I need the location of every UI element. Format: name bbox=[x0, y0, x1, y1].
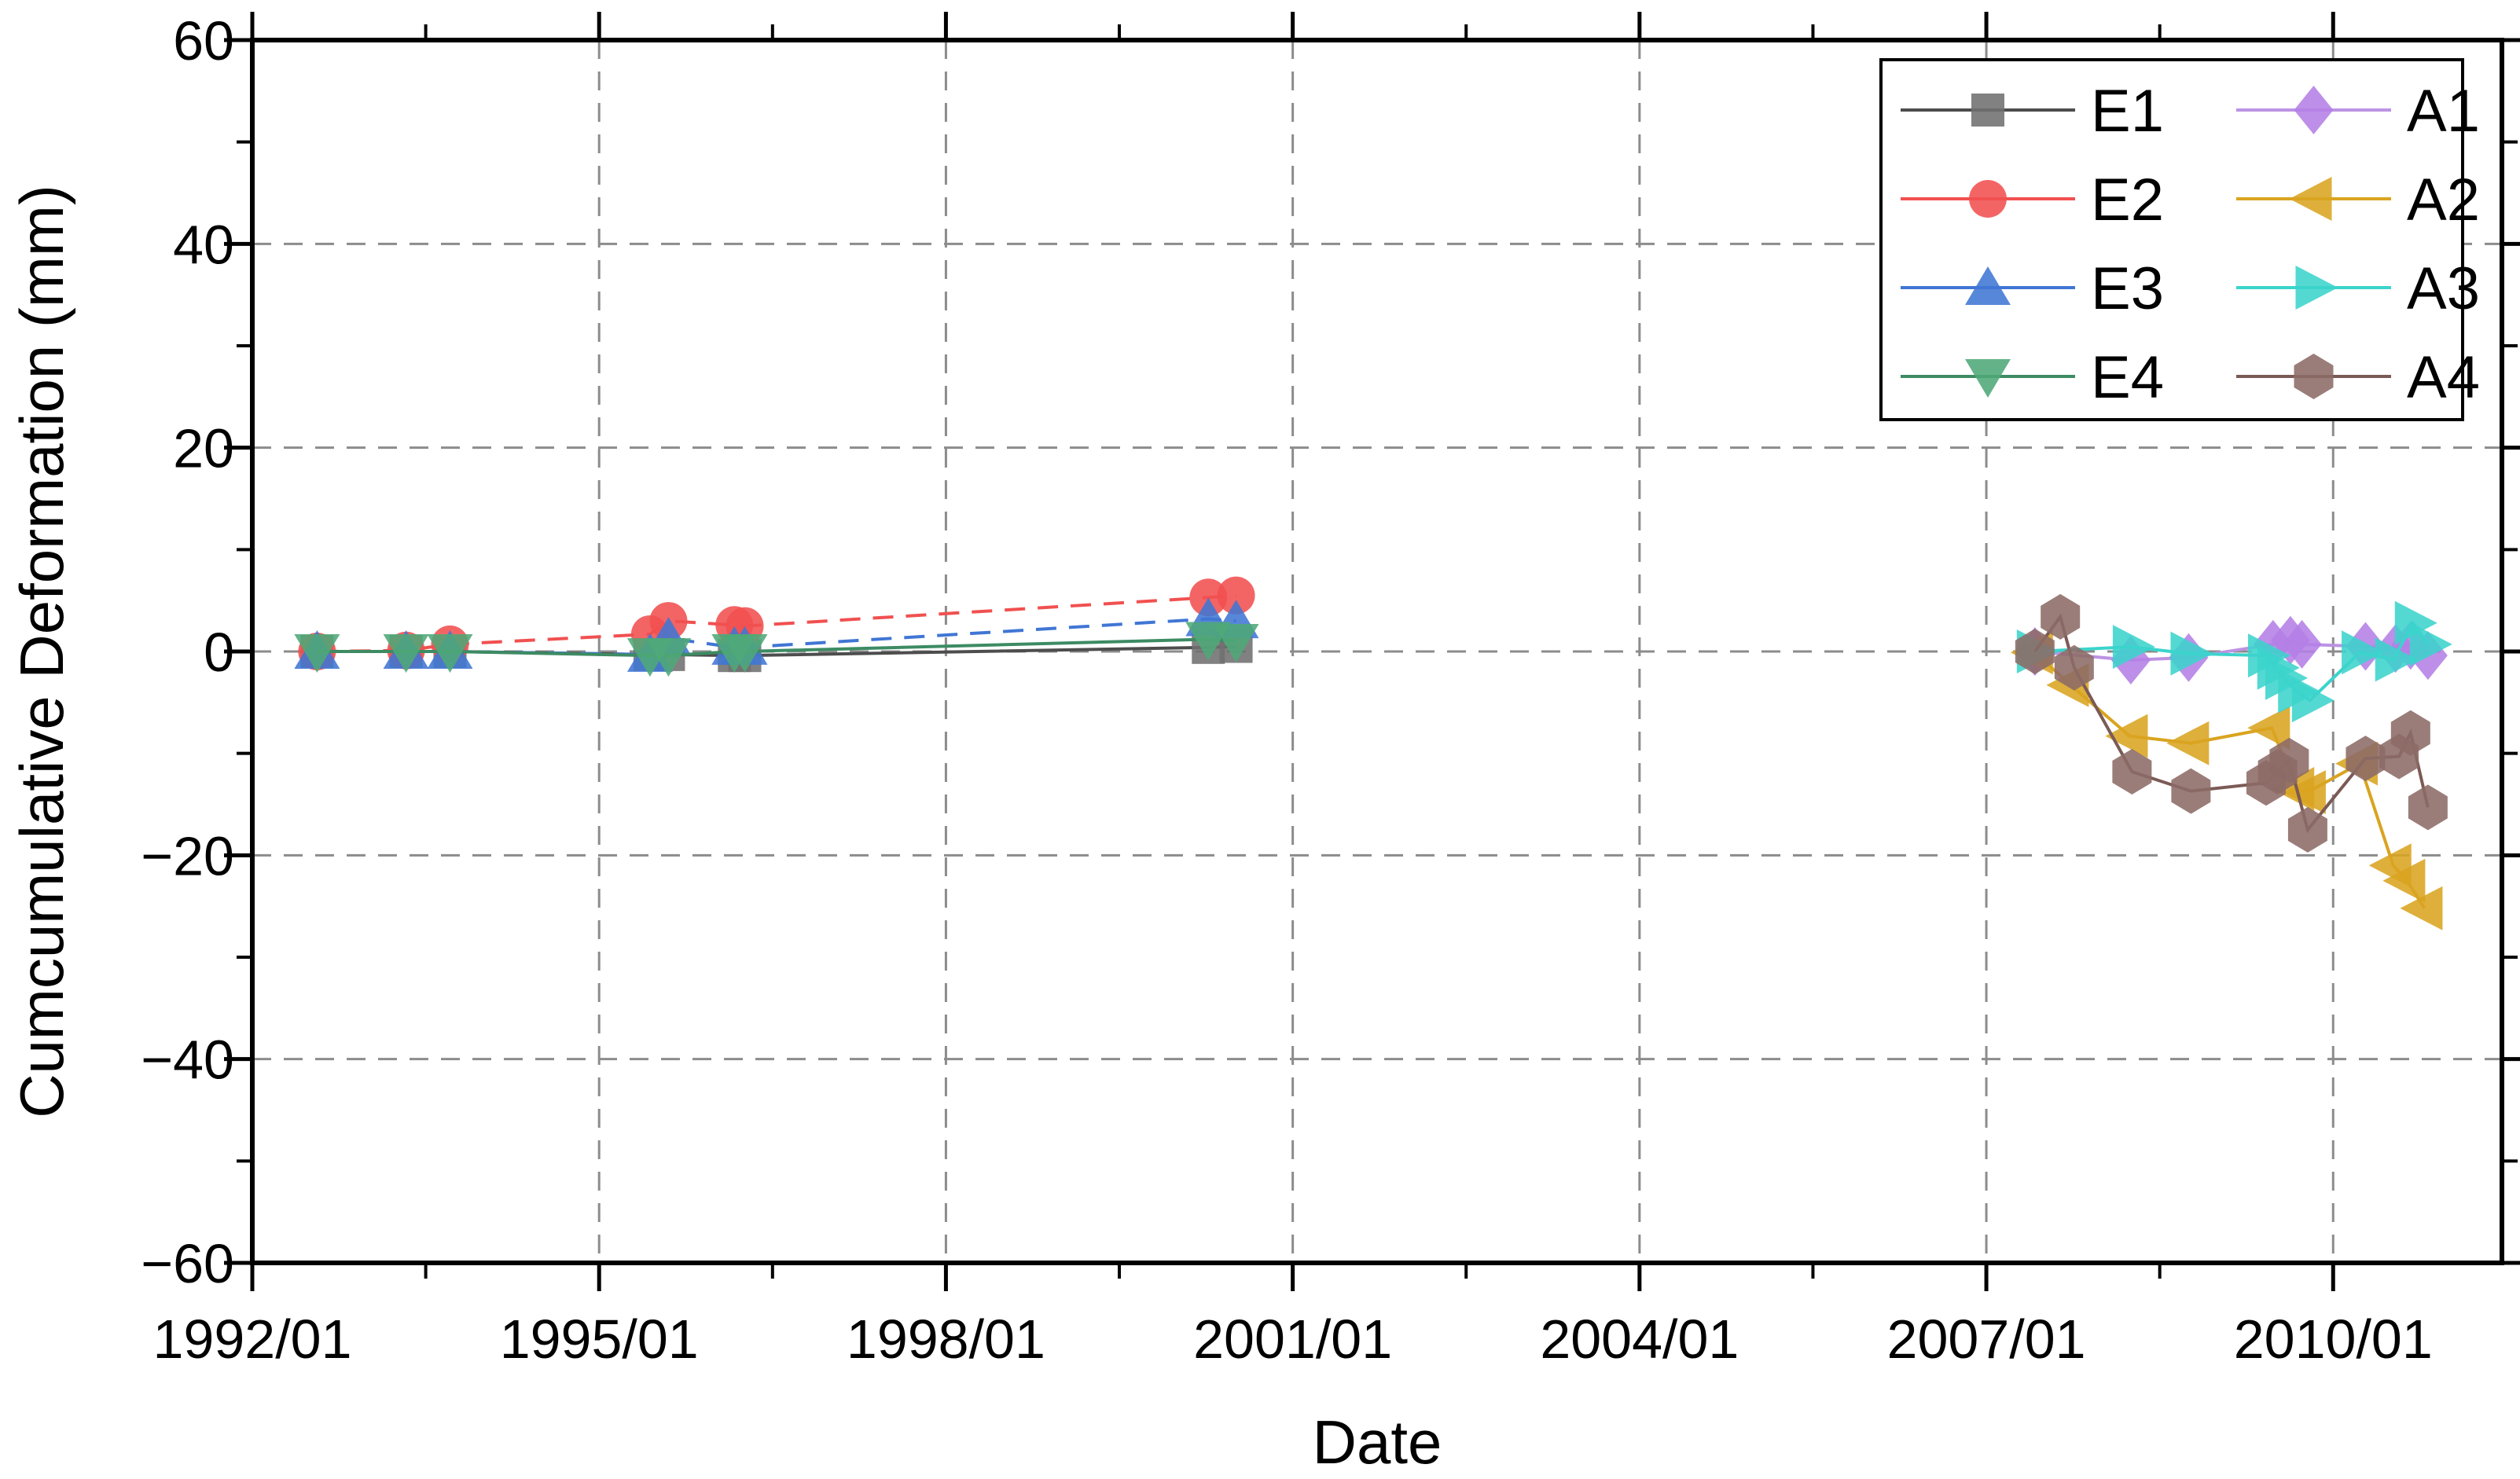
series-E4 bbox=[294, 622, 1259, 677]
x-tick-label: 2010/01 bbox=[2234, 1308, 2433, 1370]
legend-label: A4 bbox=[2407, 344, 2480, 411]
y-tick-label: −40 bbox=[141, 1029, 234, 1091]
marker bbox=[2382, 858, 2426, 903]
marker bbox=[1189, 578, 1228, 617]
marker bbox=[2112, 625, 2155, 670]
marker bbox=[2400, 886, 2443, 930]
data-series bbox=[294, 576, 2452, 930]
legend: E1 E2 E3 E4 A1 A2 A3 A4 bbox=[1879, 58, 2480, 421]
y-tick-label: 40 bbox=[173, 214, 234, 275]
marker bbox=[2282, 619, 2322, 669]
legend-label: E1 bbox=[2091, 78, 2164, 145]
legend-marker-triangle-down-icon bbox=[1965, 359, 2011, 398]
marker bbox=[2170, 631, 2213, 676]
marker bbox=[2394, 600, 2437, 645]
marker bbox=[2112, 749, 2152, 795]
legend-label: E2 bbox=[2091, 167, 2164, 233]
x-tick-label: 2001/01 bbox=[1193, 1308, 1392, 1370]
x-tick-label: 2007/01 bbox=[1887, 1308, 2086, 1370]
x-axis-title: Date bbox=[1313, 1407, 1442, 1477]
x-tick-label: 1998/01 bbox=[847, 1308, 1045, 1370]
marker bbox=[2375, 637, 2418, 682]
legend-marker-triangle-right-icon bbox=[2295, 266, 2338, 310]
marker bbox=[427, 634, 473, 673]
legend-entry-A4: A4 bbox=[2236, 344, 2480, 411]
marker bbox=[2409, 622, 2452, 666]
marker bbox=[645, 638, 692, 677]
marker bbox=[2015, 629, 2055, 674]
marker bbox=[2342, 630, 2385, 675]
x-tick-label: 1992/01 bbox=[152, 1308, 351, 1370]
legend-entry-A3: A3 bbox=[2236, 255, 2480, 322]
marker bbox=[2283, 769, 2326, 814]
marker bbox=[1213, 624, 1259, 663]
legend-marker-hexagon-icon bbox=[2294, 354, 2334, 399]
marker bbox=[2171, 768, 2211, 814]
plot-frame bbox=[250, 38, 2504, 1265]
legend-entry-E4: E4 bbox=[1901, 344, 2164, 411]
legend-marker-circle-icon bbox=[1969, 180, 2007, 218]
legend-box bbox=[1879, 58, 2464, 421]
legend-label: A2 bbox=[2407, 167, 2480, 233]
marker bbox=[2346, 736, 2386, 782]
legend-entry-A1: A1 bbox=[2236, 78, 2480, 145]
y-tick-label: −20 bbox=[141, 825, 234, 886]
marker bbox=[722, 634, 768, 673]
y-tick-label: 0 bbox=[204, 622, 234, 683]
axis-tick-labels: 1992/01 1995/01 1998/01 2001/01 2004/01 2007/… bbox=[141, 10, 2433, 1370]
series-A4 bbox=[2015, 593, 2448, 853]
x-tick-label: 2004/01 bbox=[1540, 1308, 1739, 1370]
marker bbox=[2054, 644, 2094, 691]
legend-label: A1 bbox=[2407, 78, 2480, 145]
legend-label: E3 bbox=[2091, 255, 2164, 322]
marker bbox=[2166, 721, 2210, 765]
legend-label: A3 bbox=[2407, 255, 2480, 322]
legend-marker-diamond-icon bbox=[2294, 86, 2334, 134]
y-axis-title: Cumcumulative Deformation (mm) bbox=[7, 185, 76, 1118]
legend-entry-A2: A2 bbox=[2236, 167, 2480, 233]
x-tick-label: 1995/01 bbox=[500, 1308, 699, 1370]
marker bbox=[2287, 806, 2327, 853]
y-tick-label: 60 bbox=[173, 10, 234, 72]
marker bbox=[2390, 710, 2430, 756]
legend-marker-square-icon bbox=[1971, 94, 2004, 127]
legend-entry-E3: E3 bbox=[1901, 255, 2164, 322]
legend-marker-triangle-up-icon bbox=[1965, 266, 2011, 305]
marker bbox=[1217, 576, 1255, 615]
marker bbox=[294, 634, 340, 673]
y-tick-label: 20 bbox=[173, 418, 234, 479]
legend-marker-triangle-left-icon bbox=[2289, 177, 2332, 221]
y-tick-label: −60 bbox=[141, 1233, 234, 1294]
series-A3 bbox=[2016, 600, 2452, 723]
marker bbox=[383, 634, 429, 673]
legend-entry-E2: E2 bbox=[1901, 167, 2164, 233]
marker bbox=[2291, 678, 2334, 723]
marker bbox=[2105, 714, 2148, 758]
legend-entry-E1: E1 bbox=[1901, 78, 2164, 145]
axis-ticks bbox=[224, 12, 2520, 1291]
legend-label: E4 bbox=[2091, 344, 2164, 411]
marker bbox=[2408, 784, 2448, 831]
marker bbox=[2247, 706, 2290, 751]
marker bbox=[2041, 593, 2081, 640]
marker bbox=[2269, 737, 2309, 784]
